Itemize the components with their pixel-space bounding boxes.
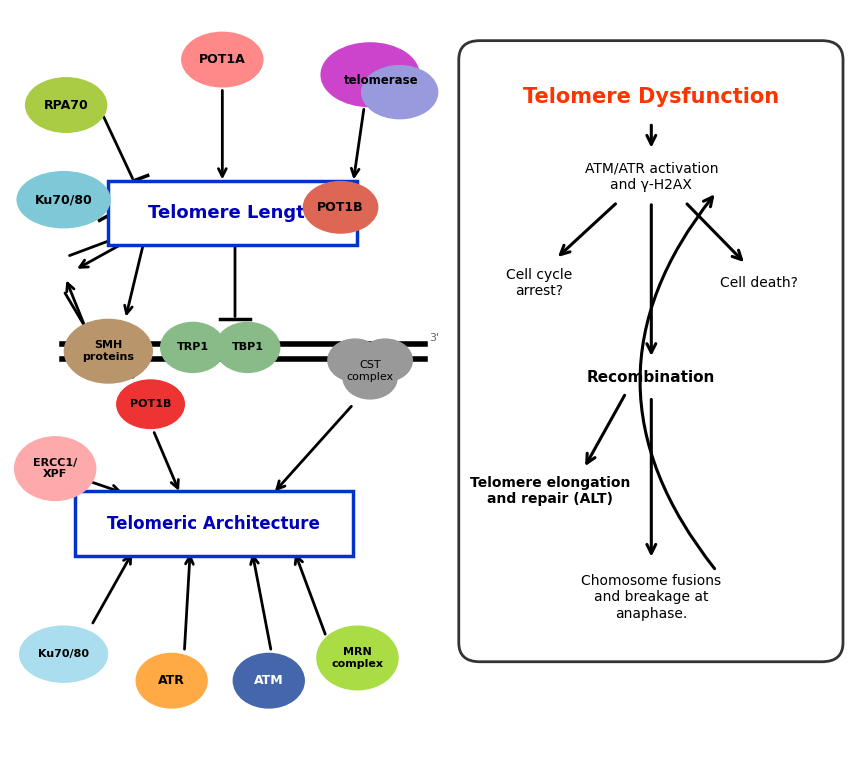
- FancyBboxPatch shape: [108, 181, 358, 245]
- Ellipse shape: [317, 626, 398, 690]
- Ellipse shape: [343, 356, 397, 399]
- Ellipse shape: [161, 323, 225, 372]
- FancyBboxPatch shape: [75, 491, 354, 555]
- Text: Chomosome fusions
and breakage at
anaphase.: Chomosome fusions and breakage at anapha…: [581, 575, 722, 620]
- Text: ATM/ATR activation
and γ-H2AX: ATM/ATR activation and γ-H2AX: [585, 162, 718, 192]
- Text: POT1A: POT1A: [199, 53, 246, 66]
- Text: Cell cycle
arrest?: Cell cycle arrest?: [506, 268, 572, 298]
- Text: Ku70/80: Ku70/80: [38, 649, 89, 659]
- Ellipse shape: [359, 339, 412, 382]
- Text: TRP1: TRP1: [177, 343, 209, 353]
- Ellipse shape: [216, 323, 280, 372]
- Text: Telomere elongation
and repair (ALT): Telomere elongation and repair (ALT): [470, 476, 630, 507]
- Text: Telomere Length: Telomere Length: [148, 204, 318, 222]
- Text: CST
complex: CST complex: [347, 360, 394, 382]
- Text: SMH
proteins: SMH proteins: [82, 340, 134, 362]
- Text: TBP1: TBP1: [232, 343, 264, 353]
- Text: ATM: ATM: [254, 674, 284, 687]
- Text: Cell death?: Cell death?: [720, 276, 797, 290]
- Ellipse shape: [182, 32, 263, 87]
- Ellipse shape: [20, 626, 107, 682]
- Ellipse shape: [321, 43, 419, 107]
- Ellipse shape: [26, 78, 106, 132]
- Text: POT1B: POT1B: [317, 201, 364, 214]
- Text: Ku70/80: Ku70/80: [35, 193, 93, 206]
- Text: Telomere Dysfunction: Telomere Dysfunction: [524, 88, 779, 108]
- Text: telomerase: telomerase: [343, 74, 418, 87]
- Ellipse shape: [361, 66, 438, 119]
- Text: ATR: ATR: [158, 674, 185, 687]
- Text: POT1B: POT1B: [130, 399, 171, 409]
- Ellipse shape: [116, 380, 184, 429]
- Text: 5': 5': [256, 362, 266, 372]
- Text: ERCC1/
XPF: ERCC1/ XPF: [33, 458, 77, 479]
- Ellipse shape: [233, 653, 304, 708]
- Text: 3': 3': [429, 333, 439, 343]
- Ellipse shape: [65, 320, 152, 383]
- Text: Recombination: Recombination: [587, 370, 716, 385]
- Ellipse shape: [14, 436, 96, 501]
- FancyBboxPatch shape: [459, 40, 843, 662]
- FancyArrowPatch shape: [640, 197, 715, 568]
- Text: RPA70: RPA70: [43, 98, 88, 111]
- Text: Telomeric Architecture: Telomeric Architecture: [107, 514, 320, 533]
- Ellipse shape: [136, 653, 207, 708]
- Ellipse shape: [328, 339, 382, 382]
- Ellipse shape: [17, 172, 110, 227]
- Ellipse shape: [303, 182, 377, 233]
- Text: MRN
complex: MRN complex: [332, 647, 383, 668]
